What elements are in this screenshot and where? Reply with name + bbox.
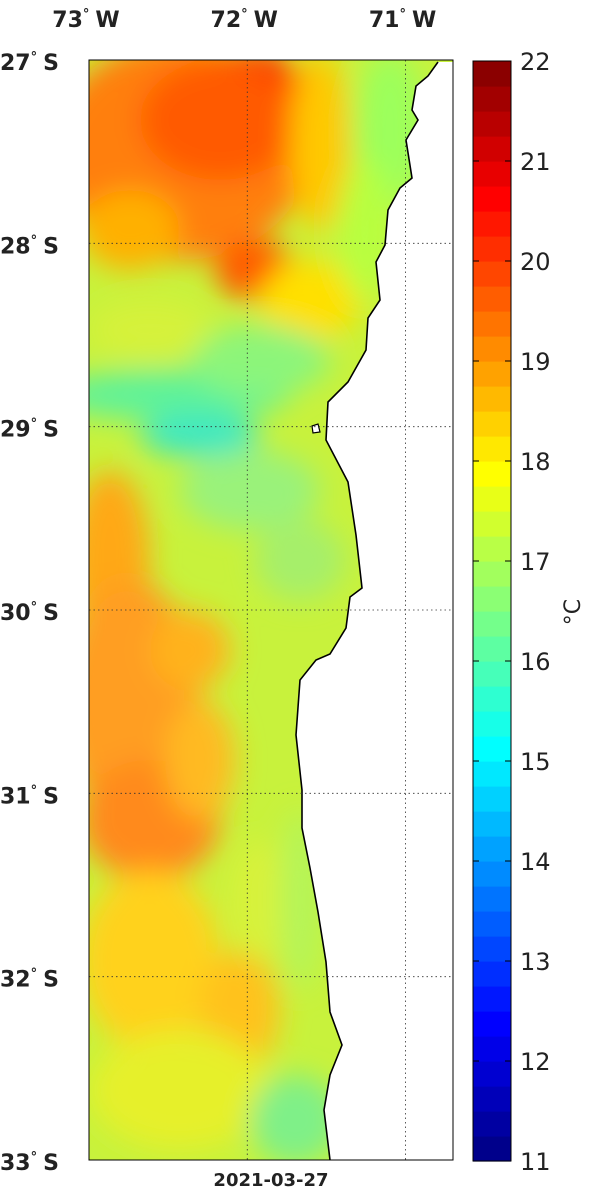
colorbar-tick-label: 17 <box>520 548 551 576</box>
colorbar-tick-label: 21 <box>520 148 551 176</box>
colorbar-step <box>473 211 511 237</box>
lat-tick-label: 32° S <box>0 967 59 993</box>
colorbar-step <box>473 161 511 187</box>
colorbar-step <box>473 386 511 412</box>
colorbar-step <box>473 136 511 162</box>
colorbar-step <box>473 1086 511 1112</box>
date-label: 2021-03-27 <box>213 1170 328 1188</box>
colorbar-step <box>473 286 511 312</box>
colorbar-tick-labels: 22 21 20 19 18 17 16 15 14 13 12 11 <box>473 48 551 1176</box>
colorbar-step <box>473 261 511 287</box>
colorbar-step <box>473 186 511 212</box>
colorbar-step <box>473 111 511 137</box>
colorbar-step <box>473 361 511 387</box>
sst-field <box>89 60 453 1160</box>
colorbar-step <box>473 811 511 837</box>
lon-tick-label: 72° W <box>211 7 278 33</box>
lon-tick-label: 73° W <box>52 7 119 33</box>
colorbar-tick-label: 20 <box>520 248 551 276</box>
colorbar-tick-label: 13 <box>520 948 551 976</box>
map-frame <box>88 59 454 1161</box>
colorbar <box>472 60 512 1162</box>
colorbar-tick-label: 11 <box>520 1148 551 1176</box>
lat-tick-label: 28° S <box>0 233 59 259</box>
colorbar-step <box>473 486 511 512</box>
colorbar-step <box>473 736 511 762</box>
land-area <box>296 62 453 1160</box>
colorbar-step <box>473 636 511 662</box>
colorbar-step <box>473 336 511 362</box>
colorbar-step <box>473 511 511 537</box>
colorbar-step <box>473 1136 511 1162</box>
colorbar-tick-label: 22 <box>520 48 551 76</box>
colorbar-frame <box>472 60 512 1162</box>
lon-tick-label: 71° W <box>369 7 436 33</box>
colorbar-step <box>473 561 511 587</box>
colorbar-step <box>473 311 511 337</box>
colorbar-tick-label: 18 <box>520 448 551 476</box>
colorbar-step <box>473 661 511 687</box>
lat-tick-label: 30° S <box>0 600 59 626</box>
lat-tick-label: 31° S <box>0 783 59 809</box>
colorbar-tick-label: 15 <box>520 748 551 776</box>
colorbar-step <box>473 236 511 262</box>
colorbar-step <box>473 86 511 112</box>
sst-patches <box>89 60 425 1160</box>
colorbar-tick-label: 12 <box>520 1048 551 1076</box>
colorbar-step <box>473 711 511 737</box>
colorbar-step <box>473 861 511 887</box>
colorbar-step <box>473 911 511 937</box>
colorbar-step <box>473 61 511 87</box>
colorbar-step <box>473 786 511 812</box>
colorbar-tick-label: 19 <box>520 348 551 376</box>
colorbar-step <box>473 1061 511 1087</box>
colorbar-tick-label: 16 <box>520 648 551 676</box>
colorbar-step <box>473 1111 511 1137</box>
colorbar-step <box>473 936 511 962</box>
coastline <box>295 61 439 1160</box>
colorbar-step <box>473 986 511 1012</box>
lat-tick-label: 27° S <box>0 50 59 76</box>
units-label: °C <box>561 599 586 625</box>
colorbar-step <box>473 611 511 637</box>
colorbar-tick-label: 14 <box>520 848 551 876</box>
colorbar-step <box>473 961 511 987</box>
colorbar-step <box>473 411 511 437</box>
latitude-labels: 27° S 28° S 29° S 30° S 31° S 32° S 33° S <box>0 50 59 1176</box>
colorbar-step <box>473 1036 511 1062</box>
island <box>311 423 321 434</box>
colorbar-step <box>473 886 511 912</box>
lat-tick-label: 33° S <box>0 1150 59 1176</box>
colorbar-step <box>473 536 511 562</box>
colorbar-step <box>473 436 511 462</box>
colorbar-step <box>473 586 511 612</box>
colorbar-step <box>473 686 511 712</box>
lat-tick-label: 29° S <box>0 417 59 443</box>
longitude-labels: 73° W 72° W 71° W <box>52 7 436 33</box>
colorbar-step <box>473 761 511 787</box>
colorbar-step <box>473 1011 511 1037</box>
colorbar-step <box>473 836 511 862</box>
colorbar-step <box>473 461 511 487</box>
